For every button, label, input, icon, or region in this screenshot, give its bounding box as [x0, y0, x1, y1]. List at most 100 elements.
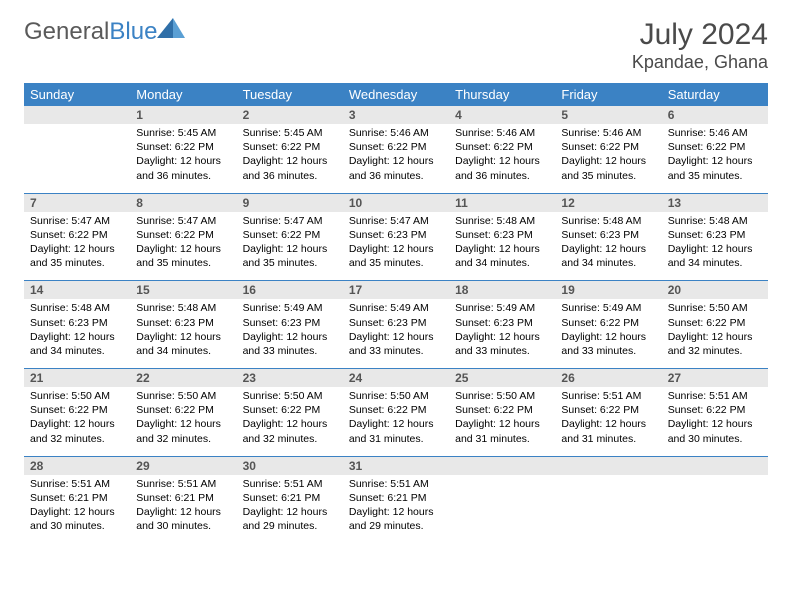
- day-content: Sunrise: 5:46 AMSunset: 6:22 PMDaylight:…: [555, 124, 661, 193]
- calendar-day-cell: 9Sunrise: 5:47 AMSunset: 6:22 PMDaylight…: [237, 193, 343, 281]
- day-number: 9: [237, 194, 343, 212]
- day-number: 17: [343, 281, 449, 299]
- calendar-day-cell: 6Sunrise: 5:46 AMSunset: 6:22 PMDaylight…: [662, 106, 768, 193]
- calendar-day-cell: 31Sunrise: 5:51 AMSunset: 6:21 PMDayligh…: [343, 456, 449, 543]
- day-number: 16: [237, 281, 343, 299]
- calendar-day-cell: 24Sunrise: 5:50 AMSunset: 6:22 PMDayligh…: [343, 369, 449, 457]
- calendar-day-cell: 13Sunrise: 5:48 AMSunset: 6:23 PMDayligh…: [662, 193, 768, 281]
- month-title: July 2024: [632, 18, 768, 52]
- calendar-day-cell: [555, 456, 661, 543]
- day-number: 29: [130, 457, 236, 475]
- calendar-day-cell: 29Sunrise: 5:51 AMSunset: 6:21 PMDayligh…: [130, 456, 236, 543]
- calendar-day-cell: [24, 106, 130, 193]
- day-content: Sunrise: 5:51 AMSunset: 6:21 PMDaylight:…: [130, 475, 236, 544]
- calendar-day-cell: 17Sunrise: 5:49 AMSunset: 6:23 PMDayligh…: [343, 281, 449, 369]
- day-number: [662, 457, 768, 475]
- calendar-day-cell: 28Sunrise: 5:51 AMSunset: 6:21 PMDayligh…: [24, 456, 130, 543]
- day-number: 30: [237, 457, 343, 475]
- calendar-day-cell: 3Sunrise: 5:46 AMSunset: 6:22 PMDaylight…: [343, 106, 449, 193]
- day-number: [555, 457, 661, 475]
- day-content: Sunrise: 5:51 AMSunset: 6:22 PMDaylight:…: [555, 387, 661, 456]
- calendar-day-cell: 22Sunrise: 5:50 AMSunset: 6:22 PMDayligh…: [130, 369, 236, 457]
- day-content: [24, 124, 130, 174]
- day-content: Sunrise: 5:47 AMSunset: 6:22 PMDaylight:…: [237, 212, 343, 281]
- calendar-day-cell: [662, 456, 768, 543]
- day-number: 6: [662, 106, 768, 124]
- day-header: Friday: [555, 83, 661, 106]
- day-content: [449, 475, 555, 525]
- calendar-week-row: 28Sunrise: 5:51 AMSunset: 6:21 PMDayligh…: [24, 456, 768, 543]
- day-number: 23: [237, 369, 343, 387]
- calendar-day-cell: 26Sunrise: 5:51 AMSunset: 6:22 PMDayligh…: [555, 369, 661, 457]
- logo-second: Blue: [109, 18, 157, 45]
- day-number: [24, 106, 130, 124]
- day-content: [662, 475, 768, 525]
- day-number: 25: [449, 369, 555, 387]
- day-number: 22: [130, 369, 236, 387]
- title-block: July 2024 Kpandae, Ghana: [632, 18, 768, 73]
- day-number: 3: [343, 106, 449, 124]
- calendar-day-cell: 14Sunrise: 5:48 AMSunset: 6:23 PMDayligh…: [24, 281, 130, 369]
- day-content: Sunrise: 5:49 AMSunset: 6:23 PMDaylight:…: [449, 299, 555, 368]
- day-number: 15: [130, 281, 236, 299]
- day-number: 28: [24, 457, 130, 475]
- day-content: Sunrise: 5:50 AMSunset: 6:22 PMDaylight:…: [449, 387, 555, 456]
- calendar-day-cell: [449, 456, 555, 543]
- calendar-day-cell: 23Sunrise: 5:50 AMSunset: 6:22 PMDayligh…: [237, 369, 343, 457]
- day-content: Sunrise: 5:51 AMSunset: 6:21 PMDaylight:…: [343, 475, 449, 544]
- day-number: 10: [343, 194, 449, 212]
- day-content: Sunrise: 5:47 AMSunset: 6:22 PMDaylight:…: [24, 212, 130, 281]
- day-content: Sunrise: 5:45 AMSunset: 6:22 PMDaylight:…: [237, 124, 343, 193]
- logo-first: General: [24, 18, 109, 45]
- day-number: 7: [24, 194, 130, 212]
- day-number: 26: [555, 369, 661, 387]
- header: GeneralBlue July 2024 Kpandae, Ghana: [24, 18, 768, 73]
- calendar-day-cell: 5Sunrise: 5:46 AMSunset: 6:22 PMDaylight…: [555, 106, 661, 193]
- day-content: Sunrise: 5:48 AMSunset: 6:23 PMDaylight:…: [449, 212, 555, 281]
- calendar-week-row: 1Sunrise: 5:45 AMSunset: 6:22 PMDaylight…: [24, 106, 768, 193]
- day-content: Sunrise: 5:49 AMSunset: 6:23 PMDaylight:…: [343, 299, 449, 368]
- calendar-table: SundayMondayTuesdayWednesdayThursdayFrid…: [24, 83, 768, 543]
- logo-text: GeneralBlue: [24, 18, 157, 46]
- calendar-week-row: 21 Sunrise: 5:50 AMSunset: 6:22 PMDayligh…: [24, 369, 768, 457]
- day-number: 31: [343, 457, 449, 475]
- day-number: 24: [343, 369, 449, 387]
- day-content: Sunrise: 5:49 AMSunset: 6:23 PMDaylight:…: [237, 299, 343, 368]
- day-content: Sunrise: 5:46 AMSunset: 6:22 PMDaylight:…: [449, 124, 555, 193]
- day-number: 8: [130, 194, 236, 212]
- day-content: Sunrise: 5:48 AMSunset: 6:23 PMDaylight:…: [130, 299, 236, 368]
- day-number: 21: [24, 369, 130, 387]
- location: Kpandae, Ghana: [632, 52, 768, 73]
- day-content: Sunrise: 5:49 AMSunset: 6:22 PMDaylight:…: [555, 299, 661, 368]
- calendar-day-cell: 10Sunrise: 5:47 AMSunset: 6:23 PMDayligh…: [343, 193, 449, 281]
- day-number: 27: [662, 369, 768, 387]
- day-number: 2: [237, 106, 343, 124]
- calendar-day-cell: 11Sunrise: 5:48 AMSunset: 6:23 PMDayligh…: [449, 193, 555, 281]
- day-number: 20: [662, 281, 768, 299]
- calendar-day-cell: 2Sunrise: 5:45 AMSunset: 6:22 PMDaylight…: [237, 106, 343, 193]
- calendar-day-cell: 19Sunrise: 5:49 AMSunset: 6:22 PMDayligh…: [555, 281, 661, 369]
- day-content: Sunrise: 5:51 AMSunset: 6:22 PMDaylight:…: [662, 387, 768, 456]
- day-content: Sunrise: 5:47 AMSunset: 6:22 PMDaylight:…: [130, 212, 236, 281]
- day-number: 14: [24, 281, 130, 299]
- day-number: [449, 457, 555, 475]
- day-header: Monday: [130, 83, 236, 106]
- day-content: Sunrise: 5:45 AMSunset: 6:22 PMDaylight:…: [130, 124, 236, 193]
- day-content: Sunrise: 5:48 AMSunset: 6:23 PMDaylight:…: [662, 212, 768, 281]
- calendar-day-cell: 25Sunrise: 5:50 AMSunset: 6:22 PMDayligh…: [449, 369, 555, 457]
- day-number: 1: [130, 106, 236, 124]
- day-header: Thursday: [449, 83, 555, 106]
- day-header: Tuesday: [237, 83, 343, 106]
- calendar-day-cell: 8Sunrise: 5:47 AMSunset: 6:22 PMDaylight…: [130, 193, 236, 281]
- day-content: Sunrise: 5:50 AMSunset: 6:22 PMDaylight:…: [237, 387, 343, 456]
- day-content: Sunrise: 5:50 AMSunset: 6:22 PMDaylight:…: [662, 299, 768, 368]
- calendar-day-cell: 7Sunrise: 5:47 AMSunset: 6:22 PMDaylight…: [24, 193, 130, 281]
- day-number: 11: [449, 194, 555, 212]
- day-content: Sunrise: 5:46 AMSunset: 6:22 PMDaylight:…: [343, 124, 449, 193]
- calendar-day-cell: 1Sunrise: 5:45 AMSunset: 6:22 PMDaylight…: [130, 106, 236, 193]
- calendar-day-cell: 15Sunrise: 5:48 AMSunset: 6:23 PMDayligh…: [130, 281, 236, 369]
- calendar-body: 1Sunrise: 5:45 AMSunset: 6:22 PMDaylight…: [24, 106, 768, 543]
- day-content: [555, 475, 661, 525]
- calendar-day-cell: 30Sunrise: 5:51 AMSunset: 6:21 PMDayligh…: [237, 456, 343, 543]
- calendar-day-cell: 27Sunrise: 5:51 AMSunset: 6:22 PMDayligh…: [662, 369, 768, 457]
